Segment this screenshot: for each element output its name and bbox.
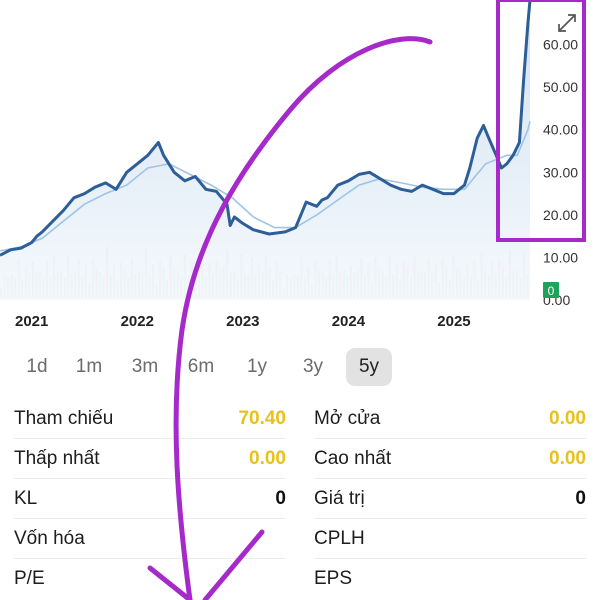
y-tick-label: 10.00 <box>543 249 578 265</box>
volume-value: 0 <box>275 488 286 509</box>
stats-row-ref: Tham chiếu 70.40 Mở cửa 0.00 <box>0 398 600 438</box>
x-tick-label: 2024 <box>332 313 366 330</box>
volume-badge-label: 0 <box>548 284 555 298</box>
ref-price-label: Tham chiếu <box>14 408 114 429</box>
tab-3y[interactable]: 3y <box>302 356 324 377</box>
y-tick-label: 20.00 <box>543 207 578 223</box>
tab-6m[interactable]: 6m <box>187 356 215 377</box>
eps-label: EPS <box>314 568 353 589</box>
stats-row-mcap: Vốn hóa CPLH <box>0 518 600 558</box>
tab-1m[interactable]: 1m <box>75 356 103 377</box>
tab-1y[interactable]: 1y <box>246 356 268 377</box>
price-area <box>0 0 530 301</box>
y-tick-label: 60.00 <box>543 37 578 53</box>
x-tick-label: 2021 <box>15 313 48 330</box>
y-tick-label: 30.00 <box>543 164 578 180</box>
high-price-label: Cao nhất <box>314 448 392 469</box>
x-tick-label: 2023 <box>226 313 259 330</box>
stats-row-low: Thấp nhất 0.00 Cao nhất 0.00 <box>0 438 600 478</box>
y-tick-label: 40.00 <box>543 122 578 138</box>
low-price-value: 0.00 <box>249 448 286 469</box>
volume-badge <box>543 282 559 298</box>
volume-label: KL <box>14 488 38 509</box>
open-price-value: 0.00 <box>549 408 586 429</box>
x-tick-label: 2025 <box>437 313 470 330</box>
tab-3m[interactable]: 3m <box>131 356 159 377</box>
pe-label: P/E <box>14 568 45 589</box>
high-price-value: 0.00 <box>549 448 586 469</box>
trade-value-value: 0 <box>575 488 586 509</box>
expand-icon[interactable] <box>556 12 578 34</box>
y-tick-label: 50.00 <box>543 79 578 95</box>
trade-value-label: Giá trị <box>314 488 365 509</box>
open-price-label: Mở cửa <box>314 408 381 429</box>
market-cap-label: Vốn hóa <box>14 528 85 549</box>
ref-price-value: 70.40 <box>238 408 286 429</box>
low-price-label: Thấp nhất <box>14 448 100 469</box>
stats-row-volume: KL 0 Giá trị 0 <box>0 478 600 518</box>
stats-row-pe: P/E EPS <box>0 558 600 598</box>
x-tick-label: 2022 <box>121 313 154 330</box>
tab-5y[interactable]: 5y <box>346 348 392 386</box>
shares-outstanding-label: CPLH <box>314 528 365 549</box>
tab-1d[interactable]: 1d <box>26 356 48 377</box>
timeframe-tabs: 1d 1m 3m 6m 1y 3y 5y <box>0 344 600 390</box>
